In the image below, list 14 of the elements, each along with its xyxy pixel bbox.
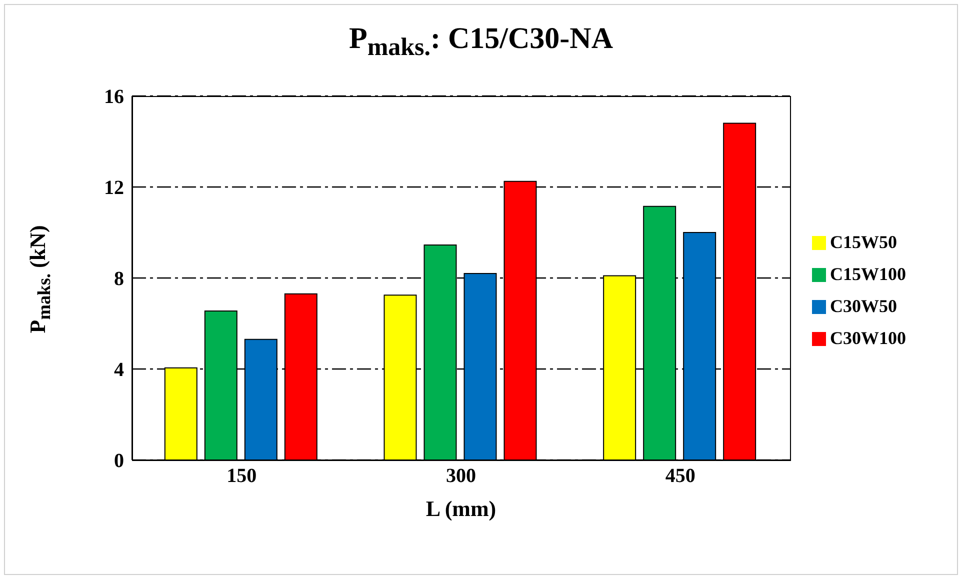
y-tick-label: 4 <box>114 359 124 382</box>
chart-title: P$_{maks.}$: C15/C30-NA <box>348 22 614 62</box>
y-tick-label: 8 <box>114 268 124 290</box>
y-tick-label: 12 <box>104 177 124 200</box>
x-tick-label: 150 <box>226 465 257 488</box>
y-tick-label: 0 <box>114 450 124 472</box>
x-tick-label: 300 <box>446 465 476 488</box>
x-tick-label: 450 <box>665 465 696 488</box>
legend-label: C30W100 <box>830 328 906 348</box>
x-axis-title: L (mm) <box>424 496 498 522</box>
legend-label: C15W50 <box>830 232 897 252</box>
y-tick-label: 16 <box>104 86 124 108</box>
legend-label: C30W50 <box>830 296 897 316</box>
legend-label: C15W100 <box>830 264 906 284</box>
